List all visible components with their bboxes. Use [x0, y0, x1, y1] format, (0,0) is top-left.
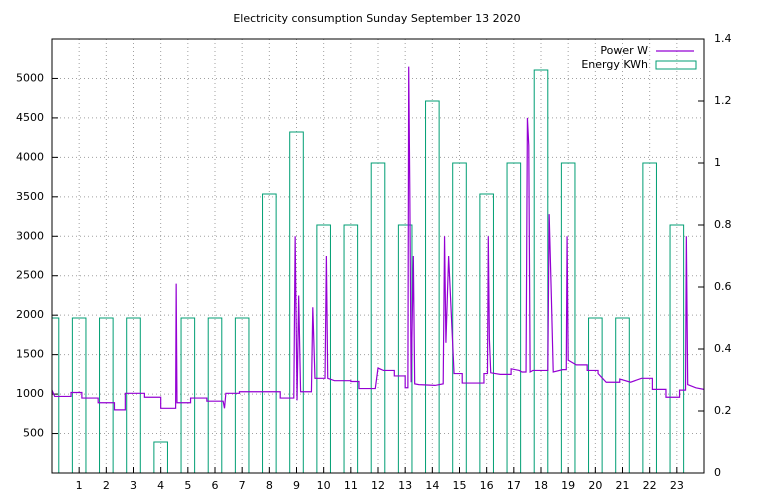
energy-box [234, 317, 250, 473]
energy-box [289, 131, 304, 473]
energy-box [425, 100, 440, 473]
x-tick-label: 13 [398, 479, 412, 492]
y-tick-label: 2500 [16, 269, 44, 282]
x-tick-label: 5 [184, 479, 191, 492]
energy-box [506, 162, 522, 473]
energy-box [370, 162, 386, 473]
y-tick-label: 2000 [16, 308, 44, 321]
energy-box [560, 162, 576, 473]
x-tick-label: 8 [266, 479, 273, 492]
energy-box [52, 317, 60, 473]
x-tick-label: 22 [643, 479, 657, 492]
x-tick-label: 10 [317, 479, 331, 492]
energy-box [262, 193, 277, 473]
x-tick-label: 9 [293, 479, 300, 492]
x-tick-label: 20 [588, 479, 602, 492]
power-line [52, 66, 704, 411]
y-tick-label: 1000 [16, 387, 44, 400]
x-tick-label: 19 [561, 479, 575, 492]
y-tick-label: 4000 [16, 150, 44, 163]
energy-box [479, 193, 494, 473]
energy-box [669, 224, 685, 473]
x-tick-label: 14 [425, 479, 439, 492]
x-tick-label: 17 [507, 479, 521, 492]
y2-tick-label: 1.2 [714, 94, 732, 107]
energy-box [452, 162, 467, 473]
y2-tick-label: 1 [714, 156, 721, 169]
energy-box [126, 317, 141, 473]
legend-swatch [655, 60, 697, 70]
y2-tick-label: 1.4 [714, 32, 732, 45]
y-tick-label: 3500 [16, 190, 44, 203]
plot-area [52, 66, 704, 473]
y2-tick-label: 0.4 [714, 342, 732, 355]
legend-label: Energy KWh [581, 58, 648, 71]
energy-box [99, 317, 114, 473]
y-tick-label: 1500 [16, 348, 44, 361]
energy-box [533, 69, 549, 473]
y2-tick-label: 0.6 [714, 280, 732, 293]
y2-tick-label: 0.2 [714, 404, 732, 417]
y2-tick-label: 0.8 [714, 218, 732, 231]
chart-title: Electricity consumption Sunday September… [233, 12, 520, 25]
x-tick-label: 16 [480, 479, 494, 492]
x-tick-label: 15 [453, 479, 467, 492]
legend-label: Power W [600, 44, 648, 57]
energy-box [642, 162, 657, 473]
x-tick-label: 1 [76, 479, 83, 492]
y-tick-label: 3000 [16, 229, 44, 242]
energy-box [588, 317, 603, 473]
x-tick-label: 7 [239, 479, 246, 492]
x-tick-label: 4 [157, 479, 164, 492]
x-tick-label: 12 [371, 479, 385, 492]
x-tick-label: 6 [212, 479, 219, 492]
energy-box [343, 224, 359, 473]
y2-tick-label: 0 [714, 466, 721, 479]
energy-box [316, 224, 331, 473]
x-tick-label: 23 [670, 479, 684, 492]
energy-box [153, 441, 168, 473]
x-tick-label: 11 [344, 479, 358, 492]
energy-box [207, 317, 223, 473]
y-tick-label: 4500 [16, 111, 44, 124]
y-tick-label: 500 [23, 427, 44, 440]
plot-border [51, 38, 705, 474]
energy-box [180, 317, 196, 473]
x-tick-label: 18 [534, 479, 548, 492]
energy-box [615, 317, 630, 473]
x-tick-label: 2 [103, 479, 110, 492]
x-tick-label: 21 [616, 479, 630, 492]
energy-box [71, 317, 87, 473]
x-tick-label: 3 [130, 479, 137, 492]
y-tick-label: 5000 [16, 71, 44, 84]
